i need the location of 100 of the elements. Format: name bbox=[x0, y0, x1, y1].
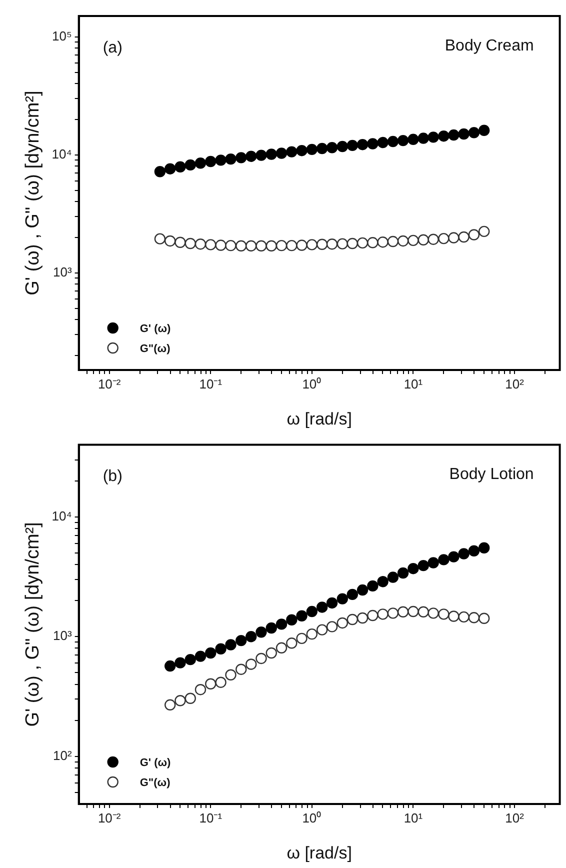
point bbox=[286, 614, 298, 626]
annotation: (a) bbox=[102, 39, 122, 56]
point bbox=[225, 639, 236, 650]
point bbox=[356, 612, 368, 624]
point bbox=[387, 236, 399, 248]
point bbox=[438, 130, 450, 142]
point bbox=[448, 551, 460, 562]
point bbox=[256, 626, 267, 638]
legend-label: G' (ω) bbox=[140, 757, 172, 770]
point bbox=[438, 608, 450, 620]
point bbox=[296, 240, 308, 251]
point bbox=[276, 642, 288, 654]
point bbox=[205, 678, 216, 690]
point bbox=[276, 618, 288, 630]
point bbox=[468, 229, 480, 240]
point bbox=[296, 610, 308, 622]
annotation: Body Cream bbox=[444, 37, 534, 54]
point bbox=[408, 606, 419, 618]
point bbox=[164, 235, 176, 247]
point bbox=[236, 634, 247, 646]
point bbox=[276, 148, 288, 159]
point bbox=[377, 608, 388, 620]
point bbox=[194, 158, 206, 169]
y-tick-label: 10² bbox=[53, 748, 73, 763]
point bbox=[184, 654, 196, 666]
y-tick-label: 10⁵ bbox=[52, 28, 72, 44]
point bbox=[225, 240, 236, 252]
point bbox=[286, 638, 298, 649]
point bbox=[468, 127, 480, 138]
point bbox=[276, 240, 288, 252]
point bbox=[256, 240, 267, 252]
y-tick-label: 10³ bbox=[53, 628, 73, 644]
point bbox=[326, 621, 338, 632]
point bbox=[246, 240, 257, 252]
point bbox=[184, 692, 196, 704]
point bbox=[346, 614, 358, 626]
point bbox=[356, 584, 368, 596]
point bbox=[286, 146, 298, 158]
point bbox=[174, 161, 186, 172]
point bbox=[428, 608, 439, 619]
point bbox=[326, 142, 338, 154]
point bbox=[336, 140, 348, 152]
legend-label: G"(ω) bbox=[140, 343, 171, 356]
point bbox=[266, 240, 277, 252]
point bbox=[458, 548, 470, 560]
legend-label: G"(ω) bbox=[140, 777, 171, 790]
point bbox=[205, 647, 216, 659]
point bbox=[256, 150, 267, 161]
point bbox=[346, 238, 358, 250]
point bbox=[336, 238, 348, 250]
point bbox=[387, 572, 399, 583]
point bbox=[387, 608, 399, 619]
point bbox=[468, 612, 480, 624]
point bbox=[164, 699, 176, 710]
point bbox=[458, 128, 470, 140]
x-tick-label: 10¹ bbox=[404, 810, 424, 826]
x-tick-label: 10⁰ bbox=[302, 376, 322, 392]
x-tick-label: 10⁻² bbox=[98, 376, 122, 392]
point bbox=[266, 647, 277, 659]
point bbox=[215, 240, 226, 251]
point bbox=[306, 239, 318, 250]
point bbox=[418, 560, 429, 572]
point bbox=[225, 153, 236, 165]
point bbox=[306, 628, 318, 640]
point bbox=[377, 136, 388, 148]
point bbox=[194, 684, 206, 696]
point bbox=[346, 588, 358, 600]
point bbox=[246, 658, 257, 670]
point bbox=[236, 664, 247, 675]
point bbox=[448, 129, 460, 141]
point bbox=[174, 236, 186, 248]
annotation: Body Lotion bbox=[449, 466, 534, 484]
x-tick-label: 10¹ bbox=[404, 376, 424, 392]
y-axis-title: G' (ω) , G" (ω) [dyn/cm²] bbox=[22, 90, 44, 296]
x-axis-title: ω [rad/s] bbox=[286, 409, 352, 428]
point bbox=[428, 132, 439, 143]
point bbox=[397, 567, 409, 579]
point bbox=[194, 650, 206, 662]
point bbox=[225, 669, 236, 680]
point bbox=[418, 132, 429, 144]
point bbox=[408, 562, 419, 574]
point bbox=[215, 676, 226, 688]
point bbox=[408, 234, 419, 246]
y-tick-label: 10⁴ bbox=[52, 508, 72, 524]
point bbox=[194, 238, 206, 250]
point bbox=[296, 145, 308, 156]
point bbox=[468, 545, 480, 556]
point bbox=[478, 124, 490, 136]
point bbox=[205, 239, 216, 250]
point bbox=[296, 632, 308, 644]
point bbox=[356, 237, 368, 249]
point bbox=[246, 150, 257, 162]
point bbox=[316, 238, 328, 250]
point bbox=[346, 140, 358, 152]
y-axis-title: G' (ω) , G" (ω) [dyn/cm²] bbox=[22, 522, 44, 727]
x-tick-label: 10⁰ bbox=[302, 810, 322, 826]
x-tick-label: 10⁻² bbox=[98, 810, 122, 826]
annotation: (b) bbox=[102, 468, 122, 486]
point bbox=[184, 159, 196, 171]
x-tick-label: 10² bbox=[505, 376, 525, 392]
